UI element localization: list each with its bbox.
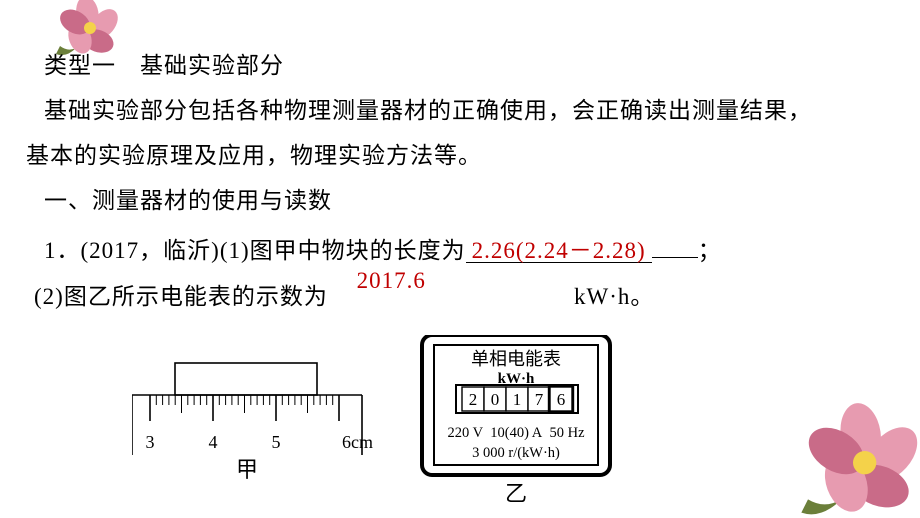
figure-ruler-label: 甲 <box>236 457 258 482</box>
q2-post: kW·h。 <box>574 285 654 308</box>
figure-ruler: 3 4 5 6cm 甲 <box>132 363 373 482</box>
svg-text:0: 0 <box>491 390 500 409</box>
heading-type: 类型一 基础实验部分 <box>44 54 890 77</box>
ruler-tick-6: 6cm <box>342 432 373 452</box>
q1-pre: 1．(2017，临沂)(1)图甲中物块的长度为 <box>44 238 466 263</box>
flower-decor-bottom <box>798 396 920 518</box>
meter-line2: 3 000 r/(kW·h) <box>472 445 560 461</box>
figure-meter-label: 乙 <box>505 481 527 506</box>
q1-post: ； <box>698 238 722 263</box>
q2-pre: (2)图乙所示电能表的示数为 <box>34 284 352 309</box>
figures-region: 3 4 5 6cm 甲 单相电能表 kW·h 20176 220 V 10(40… <box>132 335 692 505</box>
para-line-1: 基础实验部分包括各种物理测量器材的正确使用，会正确读出测量结果， <box>44 99 890 122</box>
q2-answer: 2017.6 <box>357 268 426 293</box>
subheading-1: 一、测量器材的使用与读数 <box>44 189 890 212</box>
svg-text:1: 1 <box>513 390 522 409</box>
meter-line1: 220 V 10(40) A 50 Hz <box>447 425 585 441</box>
para-line-2: 基本的实验原理及应用，物理实验方法等。 <box>26 144 890 167</box>
svg-text:2: 2 <box>469 390 478 409</box>
question-1-line: 1．(2017，临沂)(1)图甲中物块的长度为2.26(2.24－2.28) ； <box>44 234 890 263</box>
ruler-tick-4: 4 <box>209 432 218 452</box>
q1-answer: 2.26(2.24－2.28) <box>472 238 646 263</box>
ruler-tick-3: 3 <box>146 432 155 452</box>
ruler-tick-5: 5 <box>272 432 281 452</box>
svg-text:7: 7 <box>535 390 544 409</box>
content-region: 类型一 基础实验部分 基础实验部分包括各种物理测量器材的正确使用，会正确读出测量… <box>44 54 890 330</box>
figure-meter: 单相电能表 kW·h 20176 220 V 10(40) A 50 Hz 3 … <box>422 335 610 506</box>
svg-text:6: 6 <box>557 390 566 409</box>
meter-title: 单相电能表 <box>471 349 561 369</box>
question-2-line: (2)图乙所示电能表的示数为 2017.6 kW·h。 <box>44 285 890 308</box>
